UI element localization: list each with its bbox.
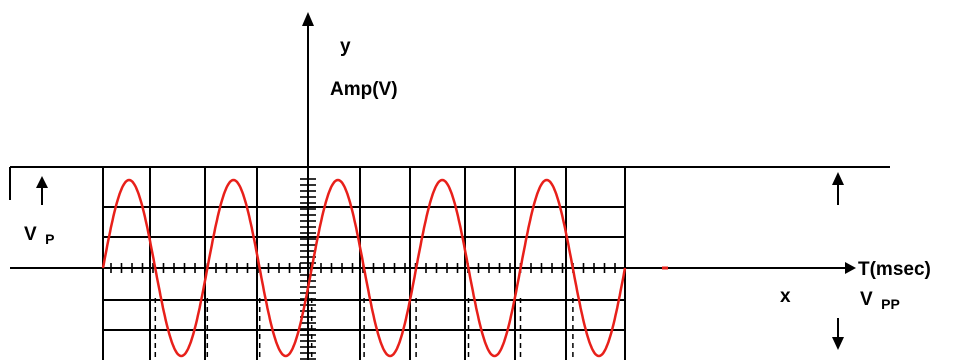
vpp-label: V PP [860, 289, 900, 312]
time-axis-arrowhead [845, 262, 856, 274]
arrows [36, 12, 856, 350]
sine-waveform [101, 178, 627, 358]
oscilloscope-grid [9, 167, 626, 360]
vp-label: V P [24, 224, 54, 247]
vp-label-main: V [24, 224, 37, 245]
axes [10, 20, 850, 360]
time-axis-label: T(msec) [858, 259, 931, 280]
y-axis-arrowhead [302, 12, 314, 26]
vpp-up-arrowhead [832, 172, 844, 185]
vpp-down-arrowhead [832, 337, 844, 350]
vp-label-sub: P [45, 231, 54, 247]
vp-arrowhead [36, 176, 48, 188]
vpp-label-sub: PP [881, 296, 900, 312]
x-axis-label: x [780, 286, 791, 307]
y-axis-label: y [340, 36, 351, 57]
vpp-label-main: V [860, 289, 873, 310]
amplitude-label: Amp(V) [330, 79, 398, 100]
trough-dashed-markers [154, 298, 626, 360]
